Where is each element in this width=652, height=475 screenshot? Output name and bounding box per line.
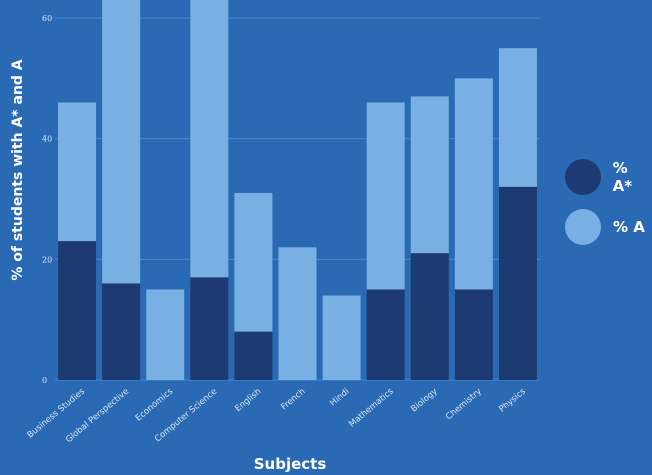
bar-a-star-global-perspective <box>102 283 141 380</box>
x-tick-label-economics: Economics <box>134 386 176 423</box>
bar-a-global-perspective <box>102 0 141 284</box>
x-tick-label-french: French <box>279 387 307 413</box>
x-tick-label-biology: Biology <box>409 387 439 415</box>
bar-a-biology <box>410 96 449 254</box>
y-axis-title: % of students with A* and A <box>10 59 26 280</box>
bar-a-computer-science <box>190 0 229 278</box>
legend: % A* % A <box>565 152 652 252</box>
x-tick-label-hindi: Hindi <box>328 387 351 409</box>
legend-swatch-a-star <box>565 159 601 195</box>
y-tick-label-20: 20 <box>42 255 52 264</box>
bar-a-star-chemistry <box>454 289 493 380</box>
bar-a-business-studies <box>58 102 97 242</box>
bar-a-mathematics <box>366 102 405 290</box>
bar-a-star-computer-science <box>190 277 229 380</box>
bar-a-star-business-studies <box>58 241 97 380</box>
bar-a-physics <box>498 48 537 187</box>
legend-item-a-star: % A* <box>565 152 652 202</box>
x-tick-label-physics: Physics <box>497 386 528 414</box>
y-tick-label-40: 40 <box>42 135 52 144</box>
legend-label-a: % A <box>613 218 645 236</box>
x-tick-label-english: English <box>233 387 263 414</box>
bar-a-star-english <box>234 331 273 380</box>
y-tick-label-60: 60 <box>42 14 52 23</box>
y-tick-label-0: 0 <box>42 376 47 385</box>
x-axis-title: Subjects <box>253 455 327 473</box>
bar-a-star-biology <box>410 253 449 380</box>
legend-label-a-star: % A* <box>612 159 633 195</box>
legend-item-a: % A <box>565 202 652 252</box>
bar-a-star-physics <box>498 186 537 380</box>
x-tick-label-mathematics: Mathematics <box>347 386 396 429</box>
bar-a-economics <box>146 289 185 380</box>
bar-a-french <box>278 247 317 380</box>
bar-a-chemistry <box>454 78 493 290</box>
bar-a-star-mathematics <box>366 289 405 380</box>
bar-a-hindi <box>322 295 361 380</box>
legend-swatch-a <box>565 209 601 245</box>
bar-a-english <box>234 192 273 332</box>
x-tick-label-chemistry: Chemistry <box>444 387 484 423</box>
